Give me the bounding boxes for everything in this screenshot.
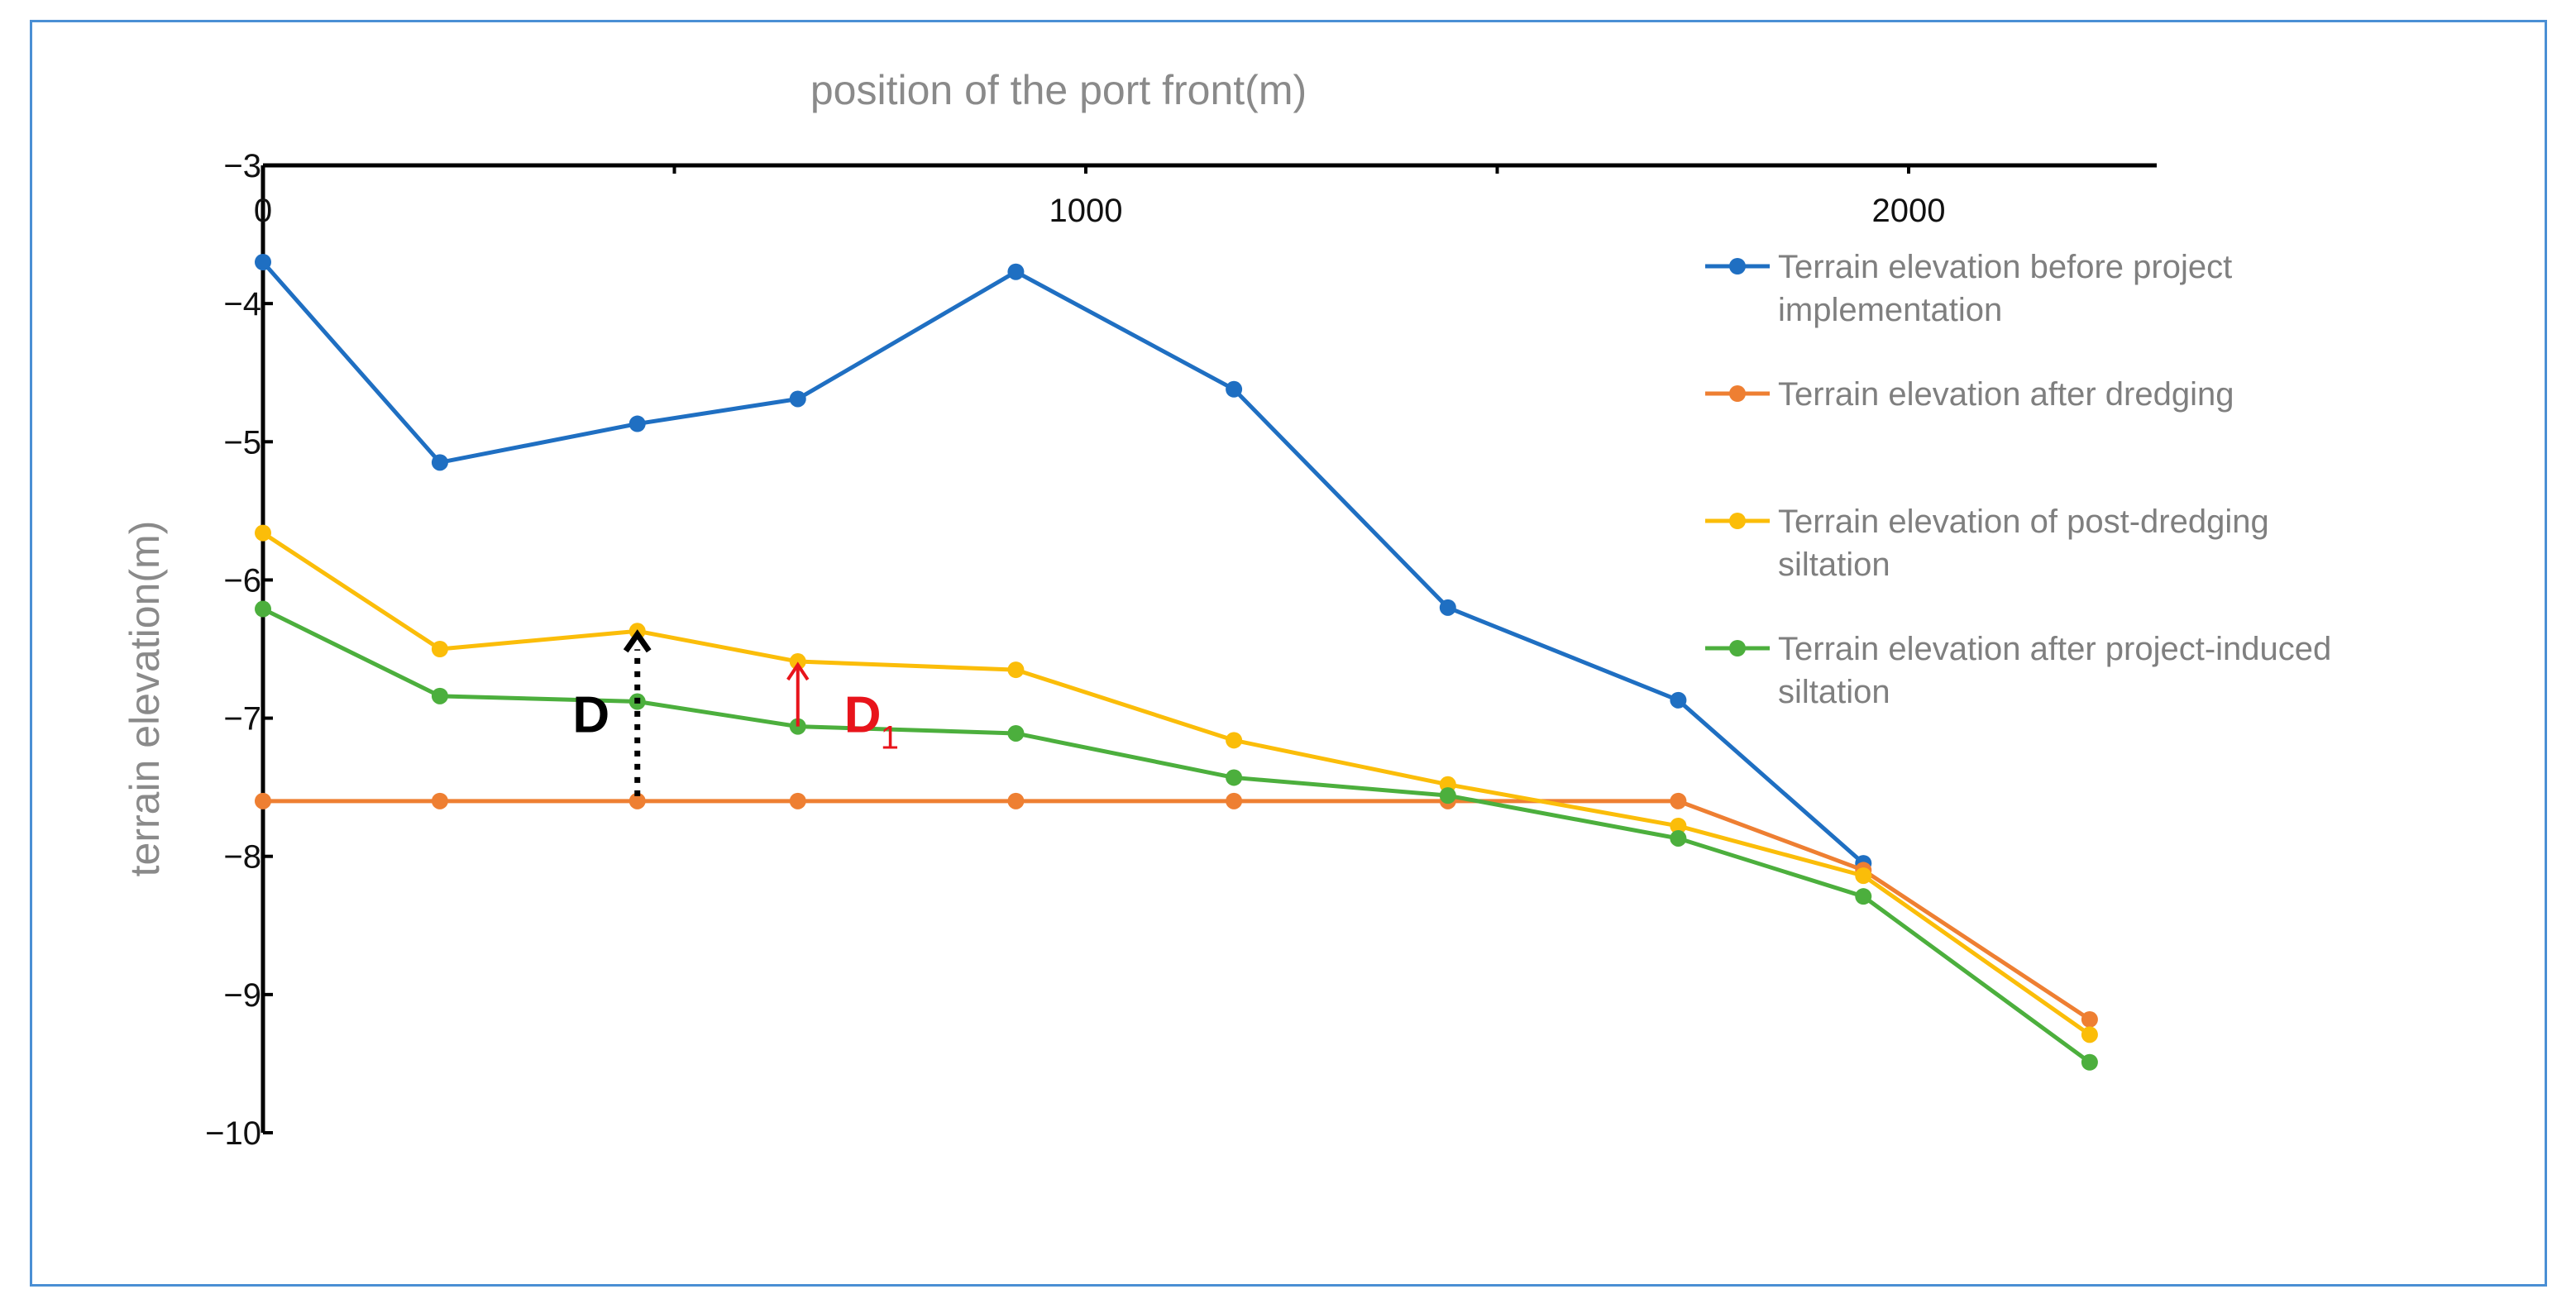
legend-swatch-marker xyxy=(1729,513,1746,529)
x-axis-title: position of the port front(m) xyxy=(810,67,1307,113)
series-1 xyxy=(255,254,1872,872)
series-line xyxy=(261,531,2091,1037)
legend-swatch-marker xyxy=(1729,385,1746,402)
legend-entry-2: Terrain elevation after dredging xyxy=(1705,376,2234,413)
data-point xyxy=(255,254,271,270)
data-point xyxy=(431,641,448,657)
legend-entry-1: Terrain elevation before project implemen… xyxy=(1705,249,2232,328)
data-point xyxy=(1226,732,1243,749)
data-point xyxy=(1439,787,1456,805)
data-point xyxy=(255,600,271,618)
legend-label: Terrain elevation after project-induced xyxy=(1778,631,2331,667)
y-tick-label: −4 xyxy=(223,286,261,322)
data-point xyxy=(1226,380,1243,398)
legend-label: Terrain elevation of post-dredging xyxy=(1778,504,2269,540)
y-tick-label: −9 xyxy=(223,977,261,1014)
x-tick-label: 0 xyxy=(254,193,272,229)
data-point xyxy=(255,792,271,809)
series-line xyxy=(263,799,2091,1022)
y-tick-label: −10 xyxy=(205,1115,261,1152)
figure-frame xyxy=(30,20,2547,1287)
data-point xyxy=(2081,1010,2098,1028)
data-point xyxy=(2081,1053,2098,1071)
legend-label: Terrain elevation after dredging xyxy=(1778,376,2234,413)
axes: 0 1000 2000 −3 −4 −5 −6 −7 −8 −9 −10 xyxy=(205,148,2157,1152)
y-tick-label: −7 xyxy=(223,701,261,738)
x-tick-label: 2000 xyxy=(1872,193,1946,229)
y-axis-title: terrain elevation(m) xyxy=(122,521,168,877)
data-point xyxy=(1670,792,1687,809)
data-point xyxy=(1855,867,1872,885)
data-point xyxy=(789,390,806,408)
data-point xyxy=(2081,1026,2098,1043)
data-point xyxy=(1226,769,1243,786)
annotation-arrow-head xyxy=(623,629,652,653)
annotation-label: D xyxy=(572,686,609,743)
annotation-arrow-head xyxy=(786,661,810,681)
annotation-1: D xyxy=(572,629,652,796)
data-point xyxy=(628,415,646,432)
data-point xyxy=(1007,263,1025,280)
data-point xyxy=(1226,792,1243,809)
legend-label: implementation xyxy=(1778,292,2002,328)
series-line xyxy=(261,607,2091,1064)
legend-swatch-marker xyxy=(1729,640,1746,656)
legend-entry-3: Terrain elevation of post-dredging siltat… xyxy=(1705,504,2269,583)
annotation-subscript: 1 xyxy=(881,719,899,756)
series-4 xyxy=(255,600,2098,1071)
data-point xyxy=(789,653,806,671)
legend-label: siltation xyxy=(1778,547,1890,583)
y-tick-label: −6 xyxy=(223,562,261,599)
data-point xyxy=(628,792,646,809)
data-point xyxy=(1855,888,1872,905)
data-point xyxy=(1670,691,1687,709)
legend-label: Terrain elevation before project xyxy=(1778,249,2232,285)
y-tick-label: −5 xyxy=(223,424,261,461)
legend-label: siltation xyxy=(1778,674,1890,710)
y-tick-label: −8 xyxy=(223,839,261,876)
legend: Terrain elevation before project implemen… xyxy=(1705,249,2331,710)
data-point xyxy=(255,524,271,542)
x-tick-label: 1000 xyxy=(1049,193,1123,229)
y-tick-label: −3 xyxy=(223,148,261,184)
data-point xyxy=(1670,817,1687,834)
data-point xyxy=(1007,724,1025,742)
data-point xyxy=(1439,599,1456,616)
series-line xyxy=(261,260,1865,865)
series-layer xyxy=(255,254,2098,1071)
data-point xyxy=(431,454,448,471)
data-point xyxy=(1007,661,1025,679)
data-point xyxy=(431,792,448,809)
legend-swatch-marker xyxy=(1729,258,1746,275)
series-3 xyxy=(255,524,2098,1043)
data-point xyxy=(789,792,806,809)
series-2 xyxy=(255,792,2098,1028)
annotation-label: D xyxy=(844,686,882,743)
data-point xyxy=(1670,829,1687,847)
data-point xyxy=(431,687,448,704)
legend-entry-4: Terrain elevation after project-induced s… xyxy=(1705,631,2331,710)
data-point xyxy=(1007,792,1025,809)
